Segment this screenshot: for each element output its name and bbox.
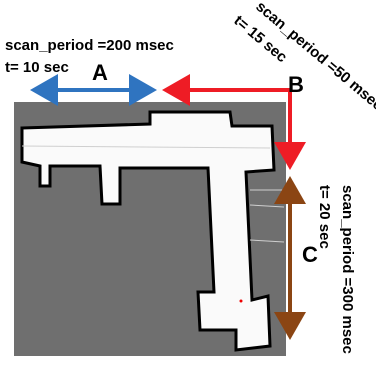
time-a: t= 10 sec	[5, 59, 69, 76]
scan-period-c: scan_period =300 msec	[339, 185, 356, 354]
scan-period-a: scan_period =200 msec	[5, 37, 174, 54]
label-c: C	[302, 242, 318, 267]
figure: scan_period =200 msec t= 10 sec A scan_p…	[0, 0, 376, 366]
label-b: B	[288, 72, 304, 97]
map	[14, 102, 286, 356]
time-c: t= 20 sec	[316, 185, 333, 249]
label-a: A	[92, 60, 108, 85]
